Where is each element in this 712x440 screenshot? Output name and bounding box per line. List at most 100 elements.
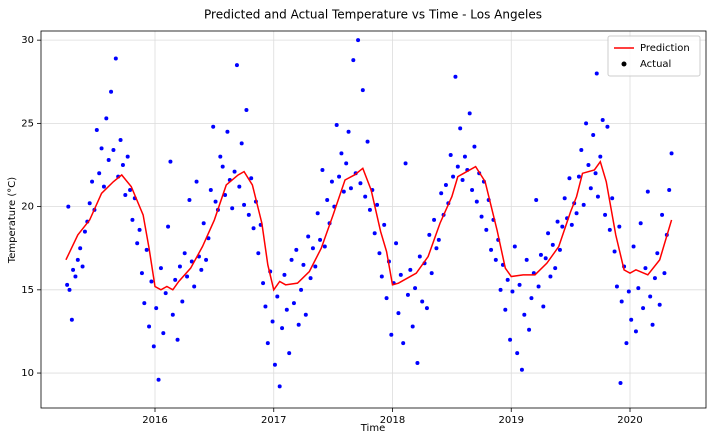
data-point bbox=[73, 274, 78, 279]
data-point bbox=[71, 267, 76, 272]
data-point bbox=[344, 161, 349, 166]
data-point bbox=[275, 294, 280, 299]
data-point bbox=[256, 251, 261, 256]
data-point bbox=[173, 277, 178, 282]
data-point bbox=[180, 299, 185, 304]
data-point bbox=[489, 247, 494, 252]
data-point bbox=[109, 89, 114, 94]
data-point bbox=[154, 306, 159, 311]
data-point bbox=[427, 232, 432, 237]
data-point bbox=[389, 332, 394, 337]
x-tick-label: 2017 bbox=[261, 415, 286, 426]
data-point bbox=[82, 229, 87, 234]
data-point bbox=[579, 148, 584, 153]
data-point bbox=[168, 159, 173, 164]
data-point bbox=[163, 291, 168, 296]
data-point bbox=[106, 157, 111, 162]
x-axis-label: Time bbox=[360, 423, 385, 434]
data-point bbox=[265, 341, 270, 346]
legend: Prediction Actual bbox=[607, 35, 701, 77]
x-tick-label: 2020 bbox=[617, 415, 642, 426]
prediction-line bbox=[65, 159, 673, 292]
data-point bbox=[510, 289, 515, 294]
data-point bbox=[166, 224, 171, 229]
data-point bbox=[225, 129, 230, 134]
data-point bbox=[128, 187, 133, 192]
data-point bbox=[213, 199, 218, 204]
data-point bbox=[648, 294, 653, 299]
data-point bbox=[394, 241, 399, 246]
data-point bbox=[550, 242, 555, 247]
data-point bbox=[308, 276, 313, 281]
data-point bbox=[239, 141, 244, 146]
data-point bbox=[208, 187, 213, 192]
data-point bbox=[413, 286, 418, 291]
data-point bbox=[396, 311, 401, 316]
data-point bbox=[379, 274, 384, 279]
data-point bbox=[147, 324, 152, 329]
data-point bbox=[334, 123, 339, 128]
data-point bbox=[557, 247, 562, 252]
data-point bbox=[182, 251, 187, 256]
data-point bbox=[289, 257, 294, 262]
data-point bbox=[237, 184, 242, 189]
data-point bbox=[588, 186, 593, 191]
data-point bbox=[641, 306, 646, 311]
data-point bbox=[403, 161, 408, 166]
data-point bbox=[325, 197, 330, 202]
data-point bbox=[655, 251, 660, 256]
data-point bbox=[401, 341, 406, 346]
data-point bbox=[508, 337, 513, 342]
data-point bbox=[474, 199, 479, 204]
data-point bbox=[137, 227, 142, 232]
data-point bbox=[467, 111, 472, 116]
data-point bbox=[619, 299, 624, 304]
data-point bbox=[569, 222, 574, 227]
data-point bbox=[211, 124, 216, 129]
data-point bbox=[142, 301, 147, 306]
data-point bbox=[315, 211, 320, 216]
data-point bbox=[230, 206, 235, 211]
data-point bbox=[538, 252, 543, 257]
data-point bbox=[120, 162, 125, 167]
data-point bbox=[410, 324, 415, 329]
data-point bbox=[158, 266, 163, 271]
data-point bbox=[139, 271, 144, 276]
data-point bbox=[543, 256, 548, 261]
data-point bbox=[405, 292, 410, 297]
data-point bbox=[246, 212, 251, 217]
data-point bbox=[522, 312, 527, 317]
data-point bbox=[470, 187, 475, 192]
x-tick-label: 2016 bbox=[142, 415, 167, 426]
data-point bbox=[299, 287, 304, 292]
data-point bbox=[149, 279, 154, 284]
data-point bbox=[517, 282, 522, 287]
data-point bbox=[415, 361, 420, 366]
x-tick-label: 2018 bbox=[380, 415, 405, 426]
data-point bbox=[223, 192, 228, 197]
data-point bbox=[372, 231, 377, 236]
data-point bbox=[320, 167, 325, 172]
data-point bbox=[527, 327, 532, 332]
data-point bbox=[443, 182, 448, 187]
data-point bbox=[650, 322, 655, 327]
data-point bbox=[341, 189, 346, 194]
data-point bbox=[610, 196, 615, 201]
data-point bbox=[322, 244, 327, 249]
data-point bbox=[329, 179, 334, 184]
data-point bbox=[498, 287, 503, 292]
data-point bbox=[144, 247, 149, 252]
data-point bbox=[584, 121, 589, 126]
legend-swatch bbox=[621, 61, 627, 67]
y-tick-label: 15 bbox=[21, 285, 34, 296]
data-point bbox=[199, 267, 204, 272]
data-point bbox=[287, 351, 292, 356]
data-point bbox=[574, 211, 579, 216]
data-point bbox=[80, 264, 85, 269]
plot-frame bbox=[40, 30, 707, 409]
data-point bbox=[432, 217, 437, 222]
data-point bbox=[280, 326, 285, 331]
data-point bbox=[232, 169, 237, 174]
